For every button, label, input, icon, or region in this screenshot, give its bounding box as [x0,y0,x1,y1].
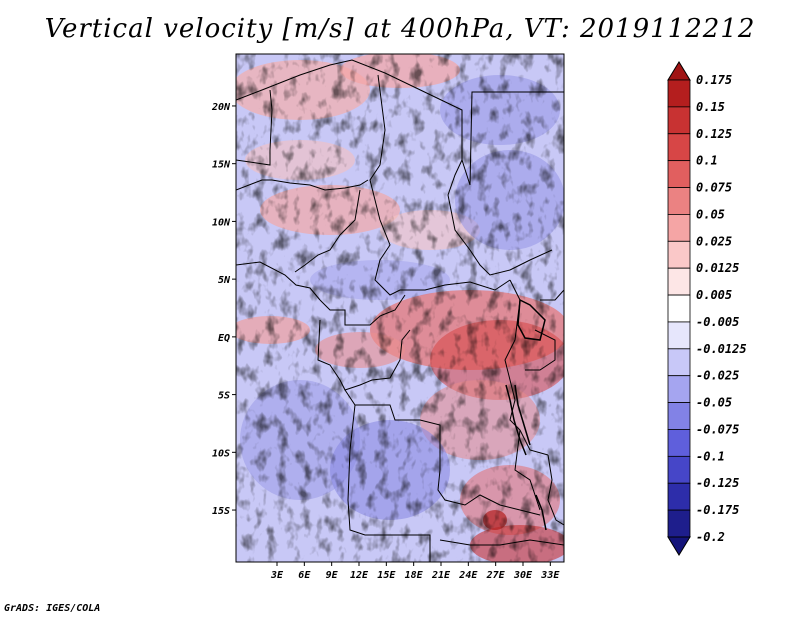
chart-title: Vertical velocity [m/s] at 400hPa, VT: 2… [44,14,756,44]
colorbar-bin [667,509,691,538]
lon-tick-label: 9E [326,570,339,581]
latitude-axis: 20N 15N 10N 5N EQ 5S 10S 15S [211,102,236,517]
colorbar-bin [667,482,691,511]
colorbar-bin [667,79,691,108]
colorbar-bin [667,267,691,296]
colorbar-label: -0.1 [696,449,725,463]
lat-tick-label: 5N [218,275,231,286]
lon-tick-label: 18E [405,570,424,581]
colorbar-bin [667,375,691,403]
map-frame [235,53,565,563]
lon-tick-label: 12E [350,570,369,581]
lat-tick-label: 15S [212,506,230,517]
colorbar-bin [667,402,691,430]
lat-tick-label: 5S [218,391,230,402]
lat-tick-label: 15N [212,160,231,171]
map-panel [236,54,564,562]
colorbar-label: -0.005 [696,315,739,329]
colorbar-top-arrow [667,61,691,81]
colorbar-bin [667,348,691,377]
lon-tick-label: 30E [513,570,533,581]
country-boundaries [236,59,564,562]
colorbar-label: 0.05 [696,207,725,221]
colorbar-label: 0.025 [696,234,732,248]
colorbar-bin [667,455,691,484]
lat-tick-label: 20N [211,102,231,113]
lon-tick-label: 27E [486,570,506,581]
colorbar-bin [667,160,691,188]
colorbar-label: 0.1 [696,154,718,168]
lon-tick-label: 24E [458,570,478,581]
colorbar-label: -0.075 [696,422,739,436]
colorbar-label: 0.175 [696,73,732,87]
footer-credit: GrADS: IGES/COLA [4,603,101,614]
colorbar-label: 0.125 [696,127,732,141]
longitude-axis: 3E 6E 9E 12E 15E 18E 21E 24E 27E 30E 33E [270,562,560,581]
lon-tick-label: 15E [377,570,396,581]
colorbar-bin [667,294,691,323]
colorbar-label: -0.025 [696,369,739,383]
colorbar-bottom-arrow [667,536,691,556]
lat-tick-label: 10N [212,217,231,228]
colorbar-label: 0.15 [696,100,725,114]
lat-tick-label: EQ [218,333,230,344]
colorbar-label: -0.2 [696,530,725,544]
colorbar-label: -0.05 [696,396,732,410]
colorbar-bin [667,429,691,457]
lon-tick-label: 3E [270,570,284,581]
velocity-field [236,54,564,562]
lon-tick-label: 21E [431,570,451,581]
colorbar-bin [667,214,691,242]
colorbar-label: 0.075 [696,181,732,195]
lat-tick-label: 10S [212,448,230,459]
colorbar-bin [667,106,691,135]
lon-tick-label: 33E [540,570,560,581]
colorbar-label: -0.125 [696,476,739,490]
colorbar: 0.175 0.15 0.125 0.1 0.075 0.05 0.025 0.0125 0.0… [667,61,747,556]
colorbar-label: -0.175 [696,503,739,517]
colorbar-bin [667,187,691,215]
colorbar-bin [667,240,691,269]
colorbar-label: 0.0125 [696,261,739,275]
colorbar-label: 0.005 [696,288,732,302]
lakes [505,298,547,531]
colorbar-bin [667,321,691,350]
lon-tick-label: 6E [298,570,311,581]
colorbar-label: -0.0125 [696,342,747,356]
colorbar-bin [667,133,691,162]
